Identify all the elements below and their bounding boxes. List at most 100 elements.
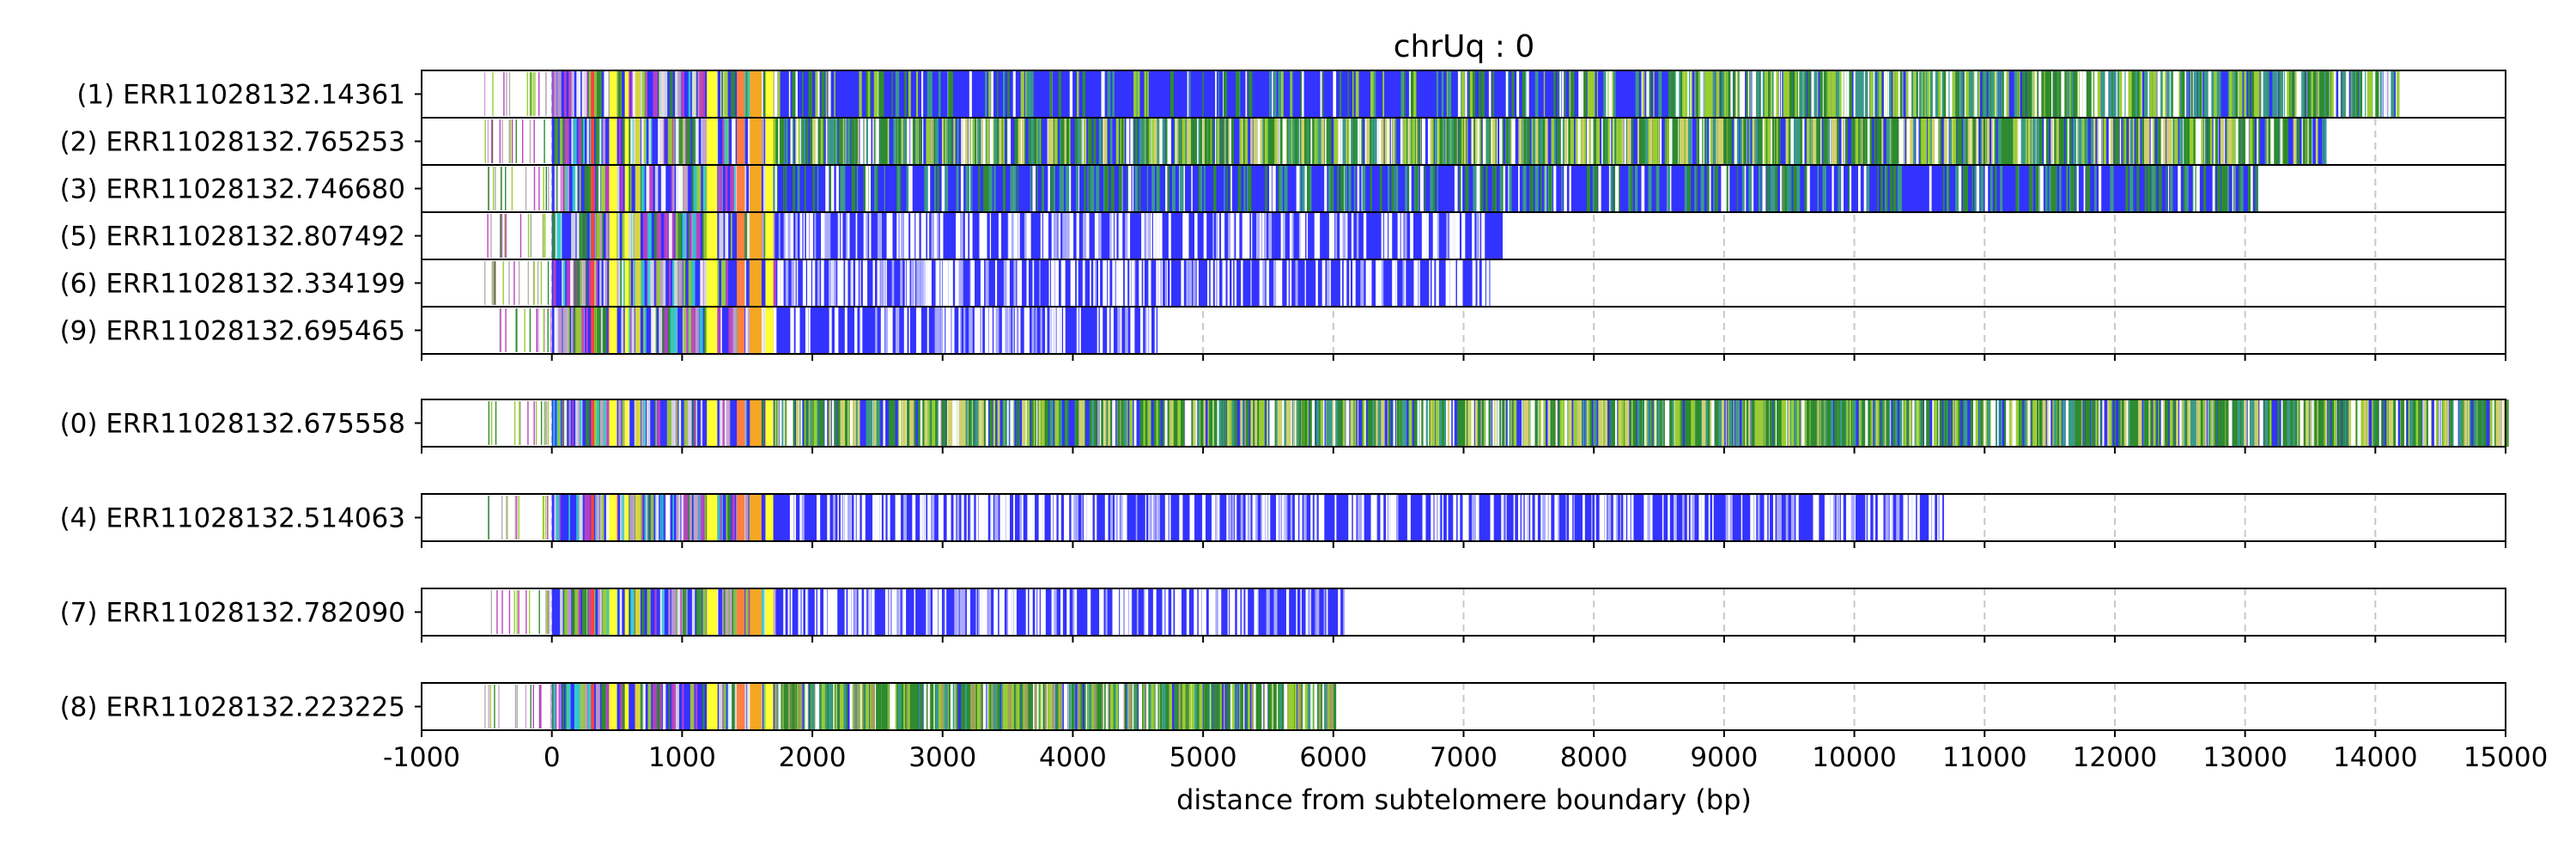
read-segment: [1798, 118, 1801, 165]
read-segment: [1364, 399, 1366, 447]
read-segment: [1403, 70, 1406, 118]
read-segment: [1235, 70, 1240, 118]
read-segment: [1349, 259, 1351, 307]
read-segment: [863, 259, 866, 307]
read-segment: [1343, 259, 1346, 307]
read-segment: [1506, 118, 1509, 165]
read-segment: [1248, 165, 1252, 212]
boundary-segment: [746, 212, 750, 259]
read-segment: [2108, 118, 2111, 165]
read-segment: [1807, 118, 1811, 165]
read-segment: [1162, 118, 1165, 165]
read-segment: [805, 212, 810, 259]
read-segment: [969, 307, 973, 354]
boundary-segment: [584, 212, 587, 259]
read-segment: [941, 165, 945, 212]
read-segment: [1452, 259, 1456, 307]
read-segment: [1650, 399, 1653, 447]
pre-boundary-mark: [511, 119, 513, 163]
read-segment: [1268, 212, 1273, 259]
read-segment: [2174, 118, 2178, 165]
read-segment: [1412, 118, 1416, 165]
read-segment: [1438, 118, 1442, 165]
read-segment: [1529, 165, 1532, 212]
read-segment: [2157, 70, 2161, 118]
read-segment: [2119, 118, 2122, 165]
boundary-segment: [633, 212, 635, 259]
read-segment: [1509, 165, 1510, 212]
read-segment: [1473, 118, 1477, 165]
boundary-segment: [663, 259, 666, 307]
read-segment: [1716, 118, 1718, 165]
read-segment: [1888, 70, 1892, 118]
read-segment: [2082, 118, 2085, 165]
read-segment: [1446, 212, 1449, 259]
read-segment: [1705, 70, 1710, 118]
read-segment: [2031, 118, 2034, 165]
read-segment: [1141, 212, 1144, 259]
boundary-segment: [659, 118, 664, 165]
read-segment: [1097, 212, 1102, 259]
read-segment: [1280, 212, 1284, 259]
boundary-segment: [616, 165, 620, 212]
boundary-segment: [605, 259, 608, 307]
boundary-segment: [557, 307, 562, 354]
read-segment: [1289, 259, 1292, 307]
read-segment: [2196, 165, 2200, 212]
repeat-band: [635, 307, 641, 354]
read-segment: [993, 307, 998, 354]
read-segment: [1857, 70, 1861, 118]
read-segment: [891, 259, 895, 307]
boundary-segment: [672, 307, 677, 354]
read-segment: [2359, 70, 2361, 118]
read-segment: [1494, 165, 1498, 212]
read-segment: [1159, 212, 1163, 259]
boundary-segment: [562, 118, 565, 165]
boundary-segment: [724, 70, 728, 118]
read-segment: [786, 212, 787, 259]
read-segment: [1324, 165, 1326, 212]
read-segment: [942, 307, 945, 354]
read-segment: [1602, 118, 1607, 165]
read-segment: [1182, 212, 1185, 259]
read-segment: [1762, 118, 1765, 165]
read-segment: [1915, 399, 1918, 447]
read-segment: [1867, 118, 1870, 165]
repeat-band: [635, 399, 641, 447]
read-segment: [808, 70, 811, 118]
read-segment: [1275, 118, 1279, 165]
read-segment: [1479, 165, 1482, 212]
read-label: (5) ERR11028132.807492: [60, 222, 405, 253]
read-segment: [1352, 118, 1356, 165]
boundary-segment: [669, 118, 672, 165]
read-segment: [979, 212, 981, 259]
read-segment: [1349, 118, 1352, 165]
boundary-segment: [603, 399, 606, 447]
read-segment: [992, 118, 995, 165]
read-segment: [1762, 165, 1766, 212]
boundary-segment: [657, 399, 661, 447]
read-segment: [817, 70, 820, 118]
read-segment: [1107, 70, 1111, 118]
read-segment: [956, 212, 959, 259]
read-segment: [2190, 118, 2194, 165]
read-segment: [1832, 165, 1834, 212]
read-segment: [1485, 399, 1489, 447]
read-segment: [1658, 70, 1662, 118]
pre-boundary-mark: [540, 261, 543, 305]
read-segment: [1994, 118, 1997, 165]
read-segment: [2135, 70, 2138, 118]
read-segment: [1828, 399, 1832, 447]
read-segment: [1413, 259, 1417, 307]
read-segment: [1767, 70, 1771, 118]
read-segment: [904, 259, 907, 307]
pre-boundary-mark: [513, 261, 515, 305]
read-segment: [1800, 70, 1803, 118]
read-segment: [921, 118, 924, 165]
read-segment: [1164, 259, 1167, 307]
read-segment: [1755, 399, 1759, 447]
read-segment: [941, 118, 944, 165]
boundary-segment: [597, 165, 601, 212]
read-track: [421, 70, 2506, 119]
read-segment: [1957, 118, 1961, 165]
